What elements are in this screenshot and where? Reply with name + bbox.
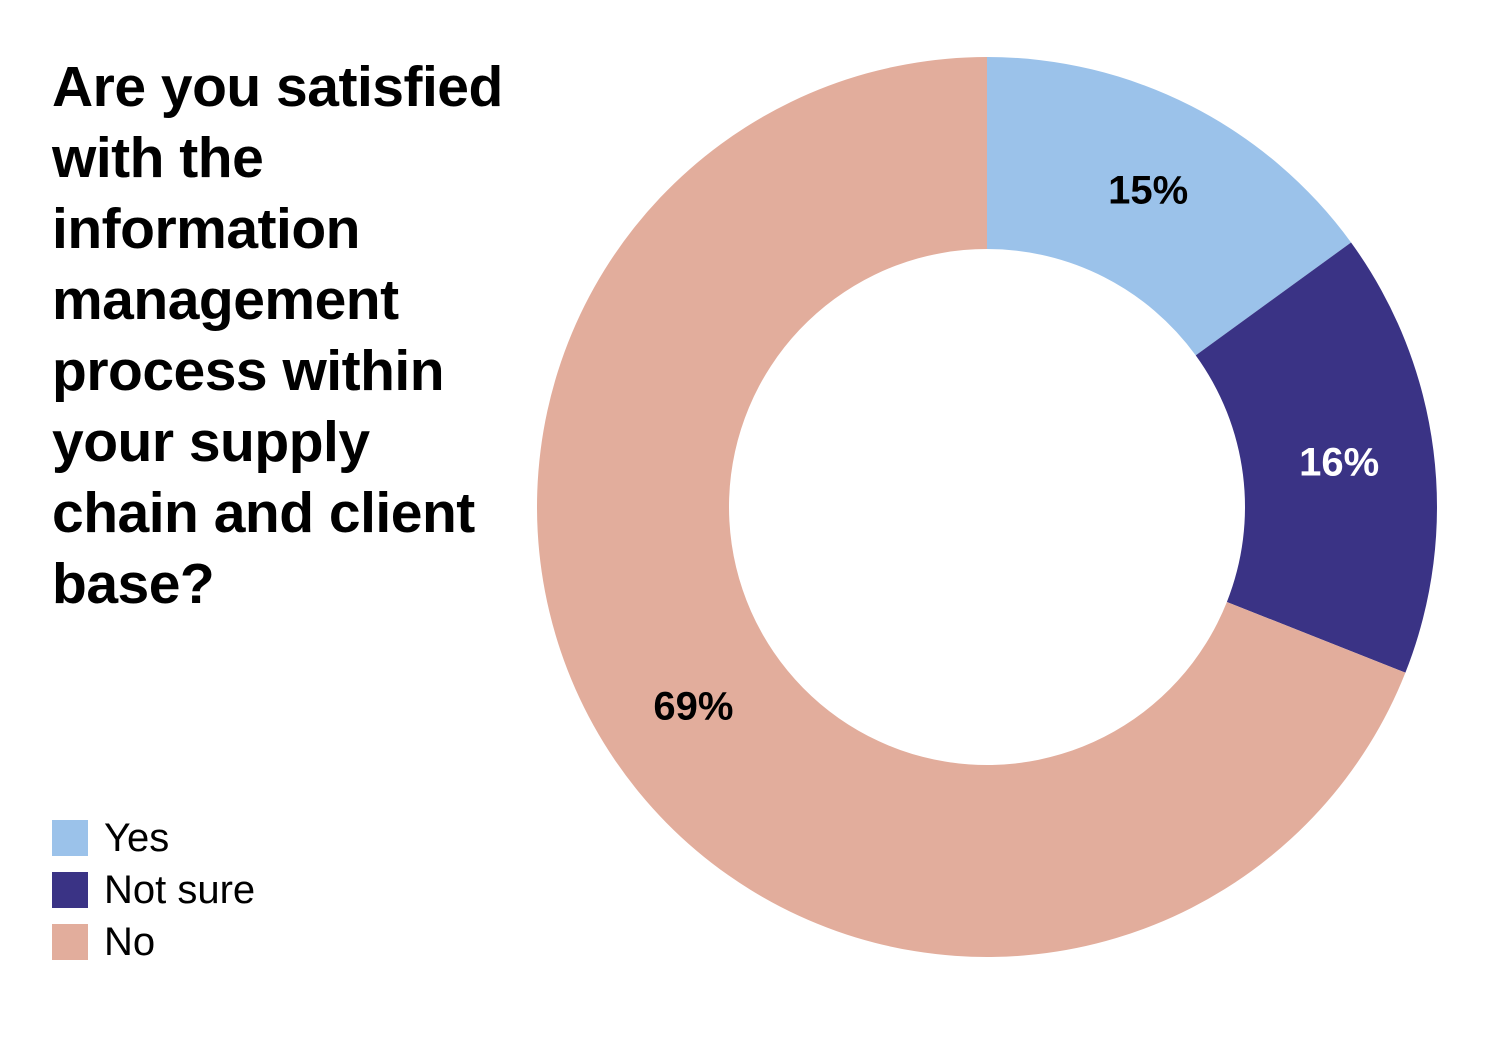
slice-label-not-sure: 16%	[1299, 441, 1379, 485]
slice-label-yes: 15%	[1108, 169, 1188, 213]
legend-label-no: No	[104, 920, 156, 964]
legend-item-yes: Yes	[52, 812, 255, 864]
donut-slices	[537, 57, 1437, 957]
chart-title: Are you satisfied with the information m…	[52, 55, 503, 616]
slice-no	[537, 57, 1406, 957]
legend: Yes Not sure No	[52, 812, 255, 968]
slice-not-sure	[1195, 242, 1437, 673]
legend-item-not-sure: Not sure	[52, 864, 255, 916]
legend-swatch-no	[52, 924, 88, 960]
legend-label-yes: Yes	[104, 816, 170, 860]
legend-item-no: No	[52, 916, 255, 968]
slice-label-no: 69%	[653, 685, 733, 729]
legend-label-not-sure: Not sure	[104, 868, 256, 912]
legend-swatch-yes	[52, 820, 88, 856]
slice-labels: 15% 16% 69%	[653, 169, 1379, 729]
legend-swatch-not-sure	[52, 872, 88, 908]
slice-yes	[987, 57, 1352, 356]
